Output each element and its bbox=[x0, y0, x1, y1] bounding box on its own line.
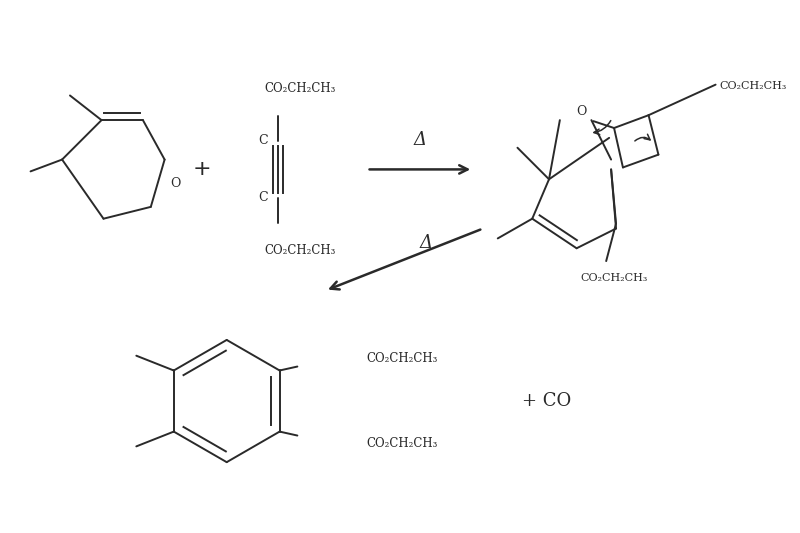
Text: CO₂CH₂CH₃: CO₂CH₂CH₃ bbox=[264, 244, 335, 257]
Text: CO₂CH₂CH₃: CO₂CH₂CH₃ bbox=[580, 273, 648, 283]
Text: CO₂CH₂CH₃: CO₂CH₂CH₃ bbox=[366, 437, 438, 450]
Text: C: C bbox=[258, 191, 268, 205]
Text: CO₂CH₂CH₃: CO₂CH₂CH₃ bbox=[719, 80, 787, 91]
Text: O: O bbox=[170, 177, 181, 190]
Text: O: O bbox=[576, 105, 586, 118]
Text: CO₂CH₂CH₃: CO₂CH₂CH₃ bbox=[264, 82, 335, 95]
Text: C: C bbox=[258, 134, 268, 147]
Text: Δ: Δ bbox=[414, 131, 426, 149]
Text: CO₂CH₂CH₃: CO₂CH₂CH₃ bbox=[366, 352, 438, 365]
Text: + CO: + CO bbox=[522, 392, 572, 410]
Text: Δ: Δ bbox=[419, 235, 432, 252]
Text: +: + bbox=[193, 159, 211, 180]
